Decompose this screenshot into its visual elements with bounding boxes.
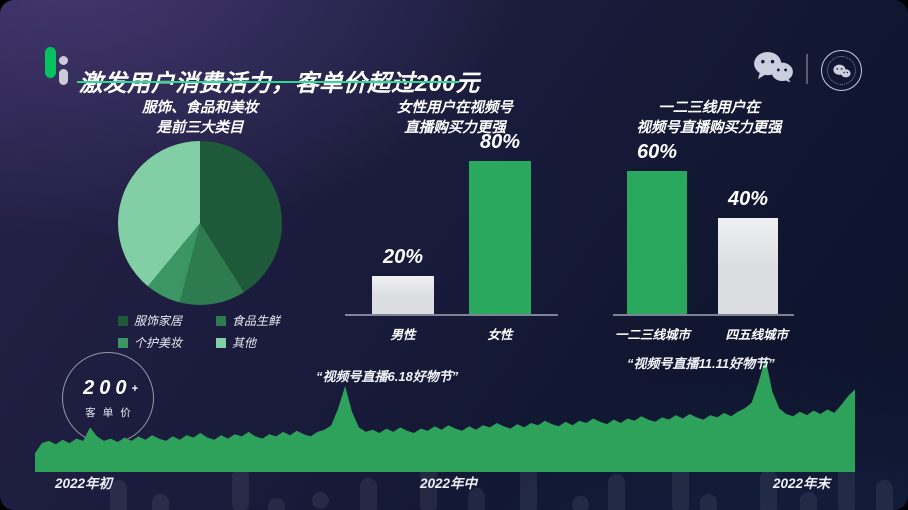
bar-group-female: 80%: [469, 131, 531, 314]
plus-sign: +: [131, 382, 138, 395]
pie-legend: 服饰家居 食品生鲜 个护美妆 其他: [118, 312, 313, 351]
legend-label: 食品生鲜: [232, 314, 281, 328]
legend-swatch: [118, 315, 128, 326]
category-label: 一二三线城市: [615, 328, 691, 342]
badge-number: 200+: [83, 376, 138, 399]
wechat-logo-icon: [754, 51, 793, 82]
bar-female: [469, 161, 531, 314]
title-underline: [77, 81, 459, 83]
bar-tier123: [627, 170, 687, 314]
channels-logo-gray-bar-icon: [59, 69, 68, 85]
city-axis-labels: 一二三线城市 四五线城市: [613, 324, 794, 343]
legend-label: 个护美妆: [134, 336, 183, 350]
channels-logo-green-bar-icon: [45, 47, 56, 78]
category-label: 女性: [487, 328, 513, 342]
city-bar-chart: 60% 40%: [613, 134, 794, 316]
gender-chart-title: 女性用户在视频号 直播购买力更强: [397, 100, 513, 136]
pie-chart: [118, 141, 282, 305]
bar-group-male: 20%: [372, 246, 434, 314]
legend-swatch: [216, 315, 226, 326]
bar-value-label: 40%: [727, 188, 769, 211]
legend-item: 其他: [216, 334, 313, 351]
bar-value-label: 80%: [479, 131, 521, 154]
legend-swatch: [118, 337, 128, 348]
category-label: 四五线城市: [725, 328, 788, 342]
logo-divider: [806, 54, 808, 84]
legend-swatch: [216, 337, 226, 348]
legend-label: 其他: [232, 336, 257, 350]
x-axis-label-mid: 2022年中: [420, 476, 478, 491]
wechat-seal-badge-icon: [821, 50, 862, 91]
area-chart: [35, 358, 855, 472]
bar-tier45: [718, 218, 778, 314]
category-label: 男性: [390, 328, 416, 342]
seal-inner-ring: [827, 56, 856, 85]
pie-chart-title: 服饰、食品和美妆 是前三大类目: [142, 100, 258, 136]
seal-bubbles-icon: [832, 64, 851, 77]
annotation-1111: “视频号直播11.11好物节”: [627, 356, 775, 371]
x-axis-label-start: 2022年初: [55, 476, 113, 491]
bar-value-label: 60%: [636, 140, 678, 163]
channels-logo-dot-icon: [59, 56, 68, 65]
badge-caption: 客单价: [85, 406, 138, 419]
legend-label: 服饰家居: [134, 314, 183, 328]
annotation-618: “视频号直播6.18好物节”: [316, 369, 459, 384]
city-chart-title: 一二三线用户在 视频号直播购买力更强: [636, 100, 782, 136]
bar-male: [372, 275, 434, 314]
x-axis-label-end: 2022年末: [773, 476, 831, 491]
bar-group-tier45: 40%: [718, 188, 778, 314]
legend-item: 服饰家居: [118, 312, 216, 329]
legend-item: 个护美妆: [118, 334, 216, 351]
gender-bar-chart: 20% 80%: [345, 131, 558, 316]
gender-axis-labels: 男性 女性: [345, 324, 558, 343]
bar-group-tier123: 60%: [627, 141, 687, 314]
legend-item: 食品生鲜: [216, 312, 313, 329]
bar-value-label: 20%: [382, 245, 424, 268]
